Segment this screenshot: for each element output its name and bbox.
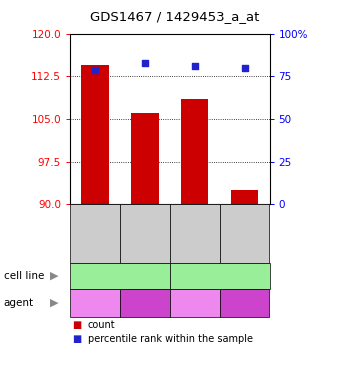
Text: unstimul
ated: unstimul ated <box>77 293 113 312</box>
Text: unstimul
ated: unstimul ated <box>176 293 213 312</box>
Text: ▶: ▶ <box>50 298 58 308</box>
Point <box>92 67 98 73</box>
Text: GDS1467 / 1429453_a_at: GDS1467 / 1429453_a_at <box>90 10 260 24</box>
Text: ■: ■ <box>72 320 81 330</box>
Text: count: count <box>88 320 115 330</box>
Text: GSM67267: GSM67267 <box>140 210 149 256</box>
Text: agent: agent <box>4 298 34 308</box>
Bar <box>231 190 258 204</box>
Text: ▶: ▶ <box>50 271 58 280</box>
Point <box>192 63 197 69</box>
Text: cell line: cell line <box>4 271 44 280</box>
Text: GSM67266: GSM67266 <box>90 210 99 256</box>
Point <box>142 60 148 66</box>
Bar <box>131 113 159 204</box>
Text: control: control <box>103 271 137 280</box>
Text: GSM67269: GSM67269 <box>240 211 249 256</box>
Text: TAK1 deficient: TAK1 deficient <box>185 271 254 280</box>
Bar <box>81 65 108 204</box>
Text: GSM67268: GSM67268 <box>190 210 199 256</box>
Text: anti-IgM: anti-IgM <box>128 298 162 307</box>
Bar <box>181 99 208 204</box>
Point <box>242 65 247 71</box>
Text: ■: ■ <box>72 334 81 344</box>
Text: percentile rank within the sample: percentile rank within the sample <box>88 334 252 344</box>
Text: anti-IgM: anti-IgM <box>228 298 262 307</box>
